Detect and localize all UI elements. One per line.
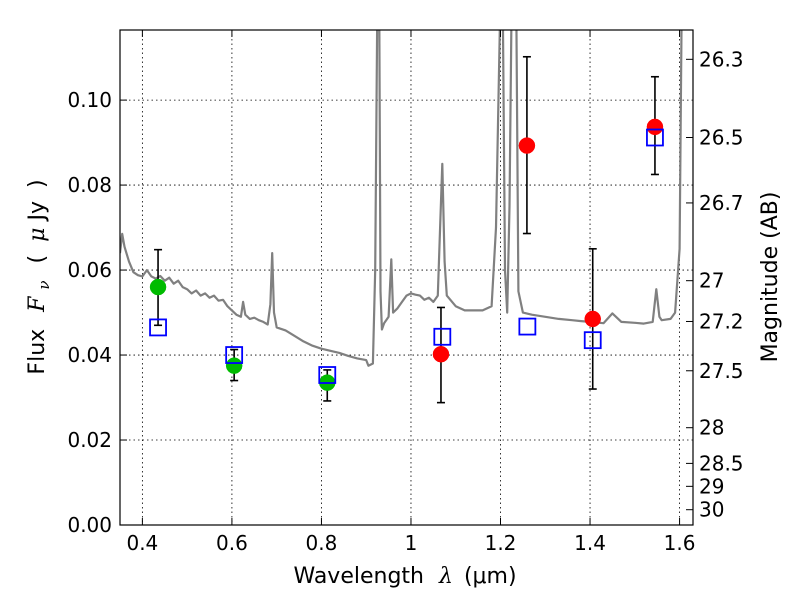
y-tick-label: 0.06: [67, 258, 112, 282]
model-point-square: [225, 346, 244, 364]
model-point-square: [318, 366, 337, 384]
y2-tick-label: 27.2: [699, 309, 744, 333]
x-tick-label: 0.6: [216, 531, 248, 555]
x-tick-label: 1.2: [485, 531, 517, 555]
data-points: [149, 55, 664, 404]
model-point-square: [646, 128, 664, 147]
y-tick-label: 0.04: [67, 343, 112, 367]
y-tick-label: 0.02: [67, 428, 112, 452]
y2-tick-label: 28.5: [699, 451, 744, 475]
y-tick-label: 0.10: [67, 88, 112, 112]
data-point-circle: [646, 118, 664, 136]
axis-ticks: 0.4 0.6 0.8 1 1.2 1.4 1.6 0.00 0.02 0.04 0.06 0.08 0…: [67, 30, 744, 555]
model-point-square: [433, 327, 452, 346]
data-point-circle: [432, 345, 450, 363]
y-tick-label: 0.00: [67, 513, 112, 537]
y2-tick-label: 27.5: [699, 359, 744, 383]
y2-tick-label: 26.7: [699, 191, 744, 215]
data-point-circle: [225, 357, 243, 374]
data-point-circle: [518, 137, 536, 154]
plot-frame: [119, 29, 694, 526]
y2-tick-label: 28: [699, 416, 724, 440]
template-spectrum-line: [120, 30, 683, 367]
x-tick-label: 0.4: [126, 531, 158, 555]
model-point-square: [149, 318, 167, 337]
model-point-square: [583, 331, 602, 350]
y-axis-label: Flux F ν ( μ Jy ): [25, 179, 55, 374]
x-tick-label: 1.4: [574, 531, 606, 555]
y2-axis-label: Magnitude (AB): [758, 192, 783, 363]
y2-tick-label: 26.3: [699, 47, 744, 71]
x-tick-label: 1.6: [664, 531, 696, 555]
x-tick-label: 1: [405, 531, 418, 555]
y2-tick-label: 29: [699, 474, 724, 498]
y2-tick-label: 26.5: [699, 125, 744, 149]
model-point-square: [518, 317, 537, 336]
x-tick-label: 0.8: [306, 531, 338, 555]
y2-tick-label: 27: [699, 269, 724, 293]
data-point-circle: [584, 310, 601, 328]
data-point-circle: [149, 278, 167, 296]
y-tick-label: 0.08: [67, 173, 112, 197]
y2-tick-label: 30: [699, 498, 724, 522]
x-axis-label: Wavelength λ (μm): [293, 564, 516, 589]
grid-lines: [120, 30, 693, 526]
